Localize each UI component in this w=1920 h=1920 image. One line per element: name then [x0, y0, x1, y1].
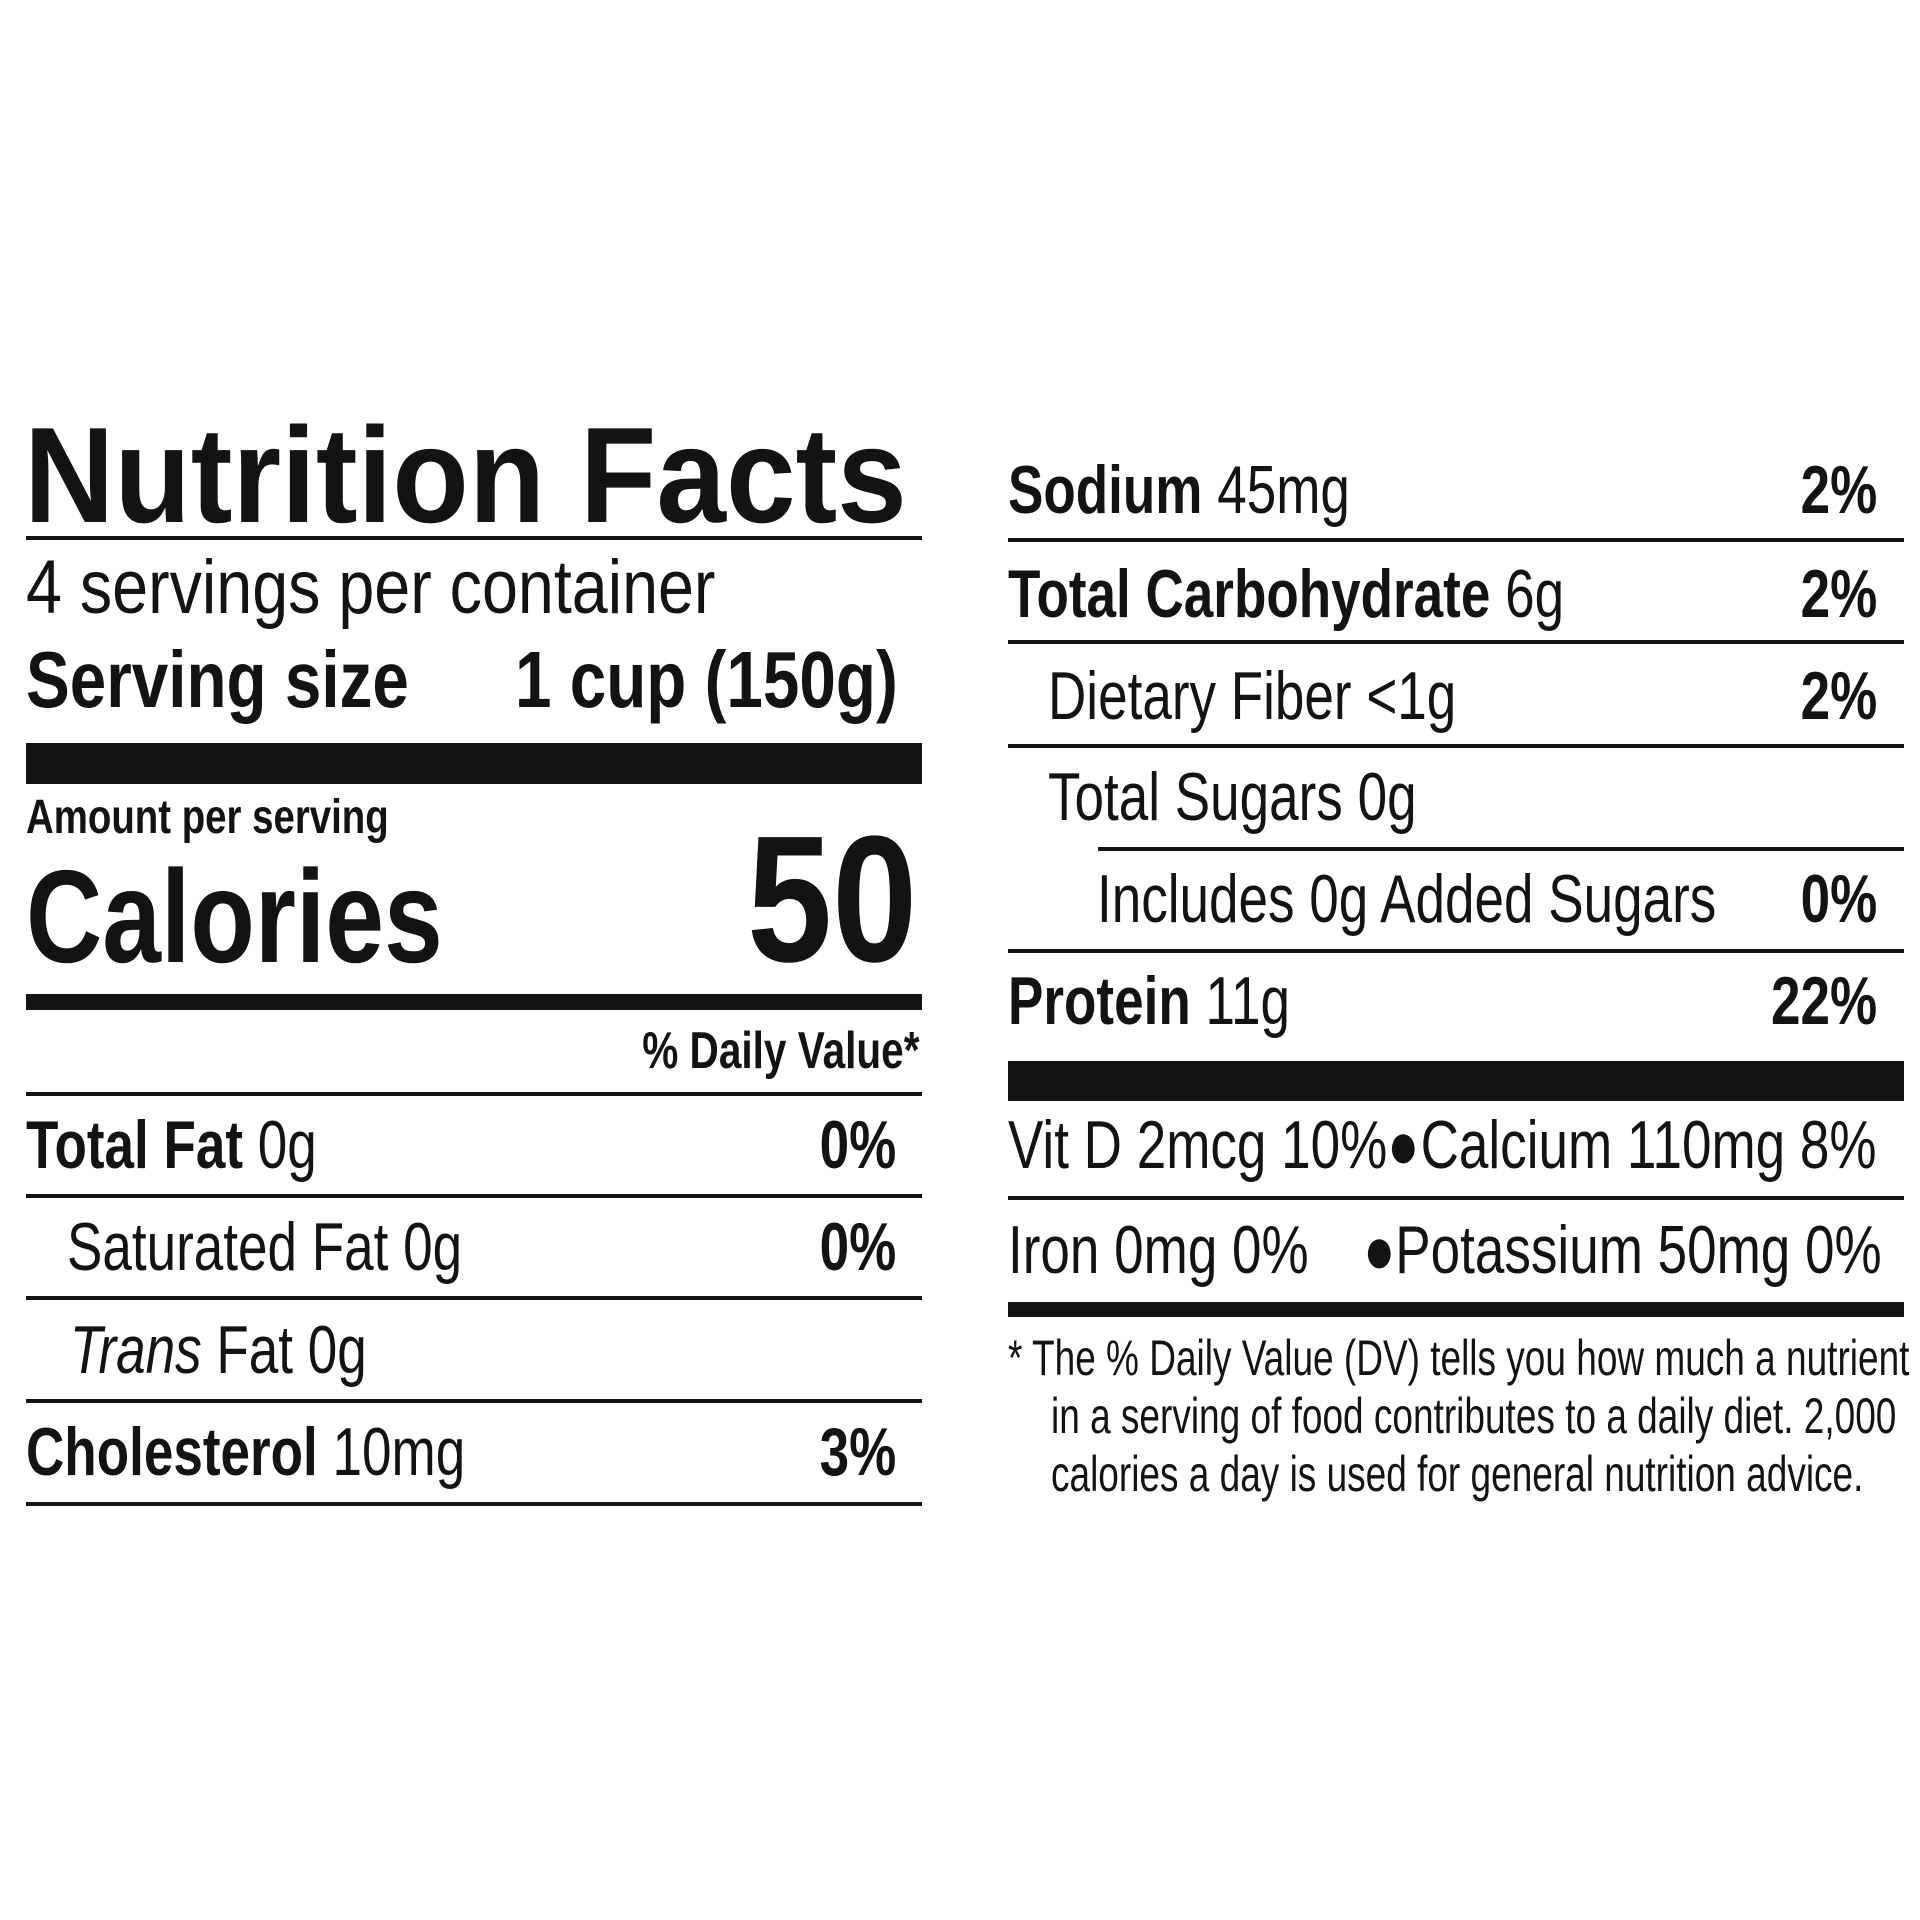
nutrient-dv: 0%	[819, 1107, 896, 1183]
nutrient-dv: 3%	[819, 1414, 896, 1490]
divider	[1008, 1196, 1904, 1200]
divider	[1008, 538, 1904, 542]
nutrient-name: Dietary Fiber	[1048, 658, 1352, 734]
nutrient-amount: 0g	[257, 1107, 317, 1183]
divider	[26, 1399, 922, 1403]
nutrient-name: Total Carbohydrate	[1008, 556, 1491, 632]
thick-divider	[1008, 1061, 1904, 1101]
nutrient-dv: 2%	[1800, 452, 1877, 528]
nutrient-name-suffix: Fat	[216, 1312, 294, 1388]
nutrient-dv: 2%	[1800, 658, 1877, 734]
nutrient-amount: 0g	[307, 1312, 367, 1388]
nutrient-dv: 0%	[819, 1209, 896, 1285]
nutrient-amount: 10mg	[332, 1414, 466, 1490]
thick-divider	[26, 743, 922, 784]
divider	[1008, 744, 1904, 748]
iron: Iron 0mg 0%	[1008, 1212, 1309, 1288]
footnote-line: calories a day is used for general nutri…	[1051, 1446, 1864, 1502]
servings-per-container: 4 servings per container	[26, 545, 716, 630]
medium-divider	[26, 994, 922, 1010]
divider	[1098, 847, 1904, 851]
divider	[1008, 640, 1904, 644]
nutrient-dv: 2%	[1800, 556, 1877, 632]
nutrient-name: Sodium	[1008, 452, 1203, 528]
divider	[26, 1194, 922, 1198]
divider	[26, 536, 922, 540]
nutrient-name: Includes 0g Added Sugars	[1097, 861, 1717, 937]
nutrient-amount: <1g	[1366, 658, 1457, 734]
nutrient-amount: 0g	[403, 1209, 463, 1285]
nutrient-name: Protein	[1008, 963, 1191, 1039]
divider	[1008, 949, 1904, 953]
bullet-icon: ●	[1363, 1212, 1396, 1288]
nutrient-amount: 0g	[1357, 759, 1417, 835]
nutrient-name: Total Sugars	[1048, 759, 1343, 835]
divider	[26, 1502, 922, 1506]
nutrient-name: Saturated Fat	[67, 1209, 389, 1285]
calories-value: 50	[746, 799, 917, 1000]
calories-label: Calories	[26, 843, 443, 990]
nutrient-name: Cholesterol	[26, 1414, 318, 1490]
footnote-line: in a serving of food contributes to a da…	[1051, 1388, 1897, 1444]
nutrient-amount: 6g	[1505, 556, 1565, 632]
serving-size-value: 1 cup (150g)	[515, 635, 898, 724]
bullet-icon: ●	[1387, 1107, 1420, 1183]
calcium: Calcium 110mg 8%	[1421, 1107, 1877, 1183]
divider	[26, 1092, 922, 1096]
amount-per-serving: Amount per serving	[26, 791, 389, 844]
divider	[26, 1296, 922, 1300]
nutrient-name: Total Fat	[26, 1107, 244, 1183]
potassium: Potassium 50mg 0%	[1395, 1212, 1882, 1288]
nutrient-dv: 22%	[1770, 963, 1877, 1039]
nutrient-dv: 0%	[1800, 861, 1877, 937]
nutrient-amount: 45mg	[1217, 452, 1350, 528]
medium-divider	[1008, 1302, 1904, 1317]
daily-value-header: % Daily Value*	[642, 1022, 920, 1080]
footnote-line: * The % Daily Value (DV) tells you how m…	[1008, 1330, 1910, 1386]
nutrient-name: Trans	[70, 1312, 202, 1388]
label-title: Nutrition Facts	[24, 399, 907, 551]
nutrient-amount: 11g	[1205, 963, 1291, 1039]
vit-d: Vit D 2mcg 10%	[1008, 1107, 1388, 1183]
serving-size-label: Serving size	[26, 635, 409, 724]
